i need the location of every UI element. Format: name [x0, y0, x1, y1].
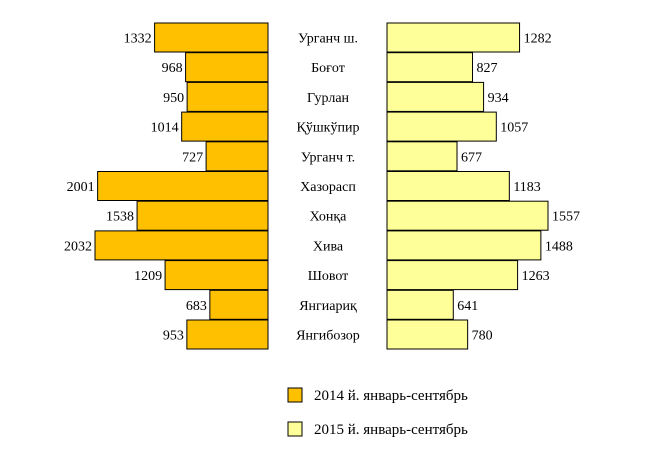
bar-2015	[386, 260, 519, 291]
bar-2015	[386, 141, 458, 172]
value-label-2014: 2001	[67, 180, 95, 195]
category-label: Шовот	[308, 269, 349, 284]
category-labels: Урганч ш. Боғот Гурлан Қўшкўпир Урганч т. Хаз…	[296, 32, 360, 344]
legend-swatch-2015	[287, 421, 303, 437]
value-label-2014: 683	[186, 299, 207, 314]
bar-2015	[386, 230, 542, 261]
bar-2015	[386, 319, 469, 350]
category-label: Урганч ш.	[298, 32, 358, 47]
value-label-2014: 950	[163, 91, 184, 106]
value-label-2014: 1209	[134, 269, 162, 284]
value-label-2015: 827	[477, 61, 498, 76]
bar-2014	[209, 289, 269, 320]
legend-swatch-2014	[287, 387, 303, 403]
bar-2014	[185, 52, 269, 83]
value-label-2015: 1183	[513, 180, 540, 195]
bar-2014	[186, 81, 269, 112]
legend: 2014 й. январь-сентябрь 2015 й. январь-с…	[287, 387, 468, 438]
value-label-2015: 1282	[524, 32, 552, 47]
value-label-2014: 968	[162, 61, 183, 76]
value-label-2015: 1057	[500, 121, 528, 136]
bar-2015	[386, 22, 521, 53]
bar-2015	[386, 289, 454, 320]
value-label-2014: 1332	[124, 32, 152, 47]
bar-2014	[94, 230, 269, 261]
value-label-2015: 934	[488, 91, 509, 106]
value-label-2015: 780	[472, 329, 493, 344]
value-label-2015: 1488	[545, 239, 573, 254]
value-label-2014: 727	[182, 150, 203, 165]
value-label-2014: 2032	[64, 239, 92, 254]
value-label-2015: 1557	[552, 210, 580, 225]
category-label: Қўшкўпир	[297, 121, 360, 136]
bar-2015	[386, 111, 497, 142]
category-label: Боғот	[311, 61, 345, 76]
value-label-2014: 953	[163, 329, 184, 344]
value-label-2014: 1014	[151, 121, 179, 136]
bar-2014	[164, 260, 269, 291]
bar-2014	[154, 22, 269, 53]
value-label-2015: 1263	[522, 269, 550, 284]
value-label-2015: 641	[457, 299, 478, 314]
bar-2014	[97, 171, 269, 201]
bar-2015	[386, 81, 485, 112]
category-label: Гурлан	[307, 91, 350, 106]
bar-2014	[205, 141, 269, 172]
legend-label-2015: 2015 й. январь-сентябрь	[314, 422, 468, 438]
category-label: Янгиариқ	[299, 299, 357, 314]
bar-2014	[136, 200, 269, 231]
series-2015-bars: 1282 827 934 1057 677 1183 1557 1488 1263 641 780	[386, 22, 580, 350]
category-label: Хазорасп	[300, 180, 356, 195]
legend-label-2014: 2014 й. январь-сентябрь	[314, 388, 468, 404]
bar-2015	[386, 200, 549, 231]
value-label-2014: 1538	[106, 210, 134, 225]
value-label-2015: 677	[461, 150, 482, 165]
category-label: Урганч т.	[301, 150, 355, 165]
bar-2015	[386, 52, 474, 83]
category-label: Хива	[313, 239, 344, 254]
bar-2014	[186, 319, 269, 350]
bar-2015	[386, 171, 510, 201]
category-label: Янгибозор	[296, 329, 360, 344]
bar-2014	[181, 111, 269, 142]
category-label: Хонқа	[310, 210, 348, 225]
